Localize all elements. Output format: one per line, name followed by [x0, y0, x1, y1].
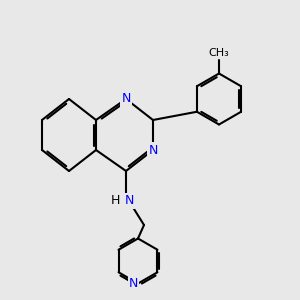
Text: N: N [148, 143, 158, 157]
Text: N: N [124, 194, 134, 208]
Text: N: N [129, 277, 138, 290]
Text: N: N [121, 92, 131, 106]
Text: CH₃: CH₃ [208, 48, 230, 58]
Text: H: H [111, 194, 120, 208]
